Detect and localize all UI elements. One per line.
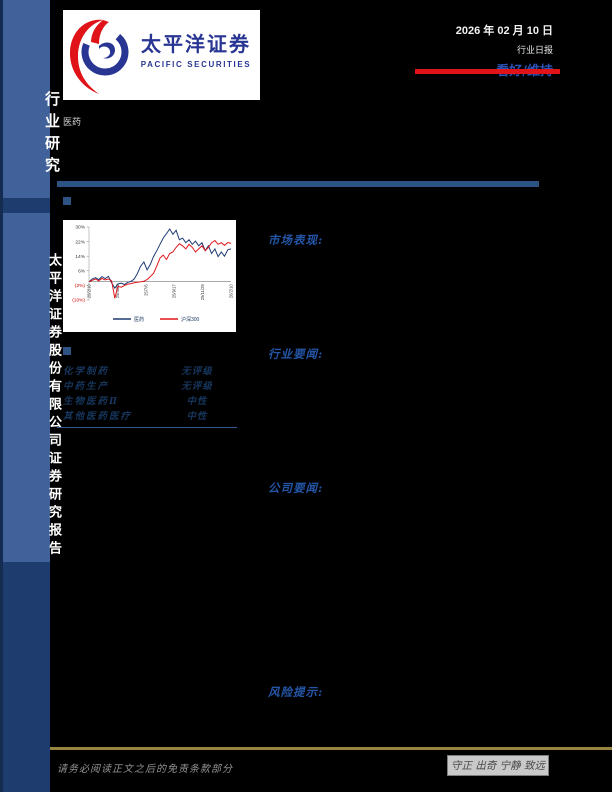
svg-text:14%: 14% [75,254,85,260]
svg-text:25/11/29: 25/11/29 [200,284,205,301]
table-row: 中药生产 无评级 [63,381,237,393]
subindustry-rating-table: 化学制药 无评级 中药生产 无评级 生物医药Ⅱ 中性 其他医药医疗 中性 [63,366,237,426]
industry-label: 医药 [63,117,82,127]
report-date: 2026 年 02 月 10 日 [455,25,553,37]
heading-market-performance: 市场表现: [268,233,324,247]
subindustry-rating: 无评级 [181,366,213,377]
subindustry-rating: 中性 [186,396,208,407]
footer-motto: 守正 出奇 宁静 致远 [447,755,549,776]
sidebar-edge [0,0,3,792]
svg-text:医药: 医药 [134,316,144,323]
svg-text:(10%): (10%) [72,298,85,304]
subindustry-name: 生物医药Ⅱ [63,396,120,407]
sidebar-top-panel [0,0,50,198]
sidebar-mid-panel [0,213,50,562]
logo-cn-name: 太平洋证券 [141,34,251,56]
svg-text:6%: 6% [78,269,86,275]
footer-disclaimer: 请务必阅读正文之后的免责条款部分 [57,764,233,775]
svg-text:25/4/23: 25/4/23 [115,284,120,299]
table-row: 生物医药Ⅱ 中性 [63,396,237,408]
svg-text:25/7/6: 25/7/6 [143,284,148,296]
svg-text:25/9/17: 25/9/17 [172,284,177,299]
subindustry-rating: 中性 [186,411,208,422]
heading-company-news: 公司要闻: [268,481,324,495]
section-bullet-icon [63,347,71,355]
logo-text: 太平洋证券 PACIFIC SECURITIES [135,28,257,69]
sidebar-company-label: 太平洋证券股份有限公司证券研究报告 [46,253,61,559]
subindustry-name: 中药生产 [63,381,110,392]
company-logo: 太平洋证券 PACIFIC SECURITIES [63,10,260,100]
title-divider-bar [57,181,539,187]
performance-chart: 30% 22% 14% 6% (2%) (10%) 25/2/10 25/4/23 25/7/6… [63,220,236,332]
table-row: 化学制药 无评级 [63,366,237,378]
rating-red-underline [415,69,560,74]
svg-text:沪深300: 沪深300 [181,316,200,323]
logo-en-name: PACIFIC SECURITIES [140,60,252,69]
heading-industry-news: 行业要闻: [268,347,324,361]
subindustry-name: 其他医药医疗 [63,411,133,422]
footer-gold-rule [50,747,612,750]
table-row: 其他医药医疗 中性 [63,411,237,423]
rating-table-underline [57,427,237,428]
subindustry-name: 化学制药 [63,366,110,377]
svg-text:22%: 22% [75,239,85,245]
pacific-securities-logo-icon [69,19,129,94]
svg-text:(2%): (2%) [75,283,86,289]
svg-text:26/2/10: 26/2/10 [229,284,234,299]
svg-text:25/2/10: 25/2/10 [87,284,92,299]
section-bullet-icon [63,197,71,205]
heading-risk-warning: 风险提示: [268,685,324,699]
report-type: 行业日报 [516,45,553,55]
subindustry-rating: 无评级 [181,381,213,392]
sidebar-category-label: 行业研究 [43,91,61,179]
sidebar: 行业研究 太平洋证券股份有限公司证券研究报告 [0,0,61,792]
svg-text:30%: 30% [75,225,85,231]
